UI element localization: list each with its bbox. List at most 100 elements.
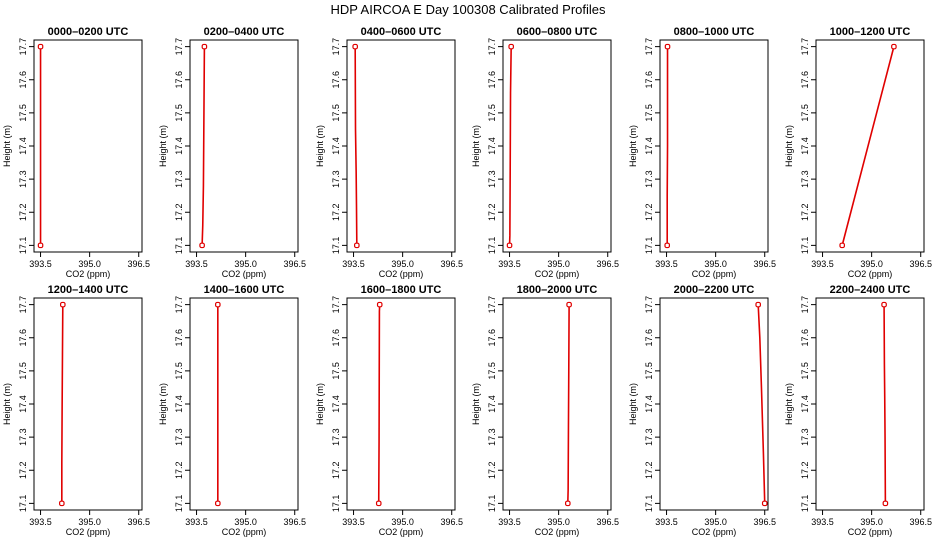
x-tick-label: 393.5 [498, 517, 521, 527]
y-tick-label: 17.5 [487, 104, 497, 122]
y-tick-label: 17.5 [487, 362, 497, 380]
y-tick-label: 17.2 [800, 203, 810, 221]
y-tick-label: 17.3 [174, 170, 184, 188]
y-tick-label: 17.5 [174, 362, 184, 380]
x-axis-label: CO2 (ppm) [222, 527, 267, 537]
profile-point-marker [377, 501, 381, 505]
figure-title: HDP AIRCOA E Day 100308 Calibrated Profi… [330, 2, 606, 17]
x-tick-label: 395.0 [391, 259, 414, 269]
profile-line [202, 47, 204, 246]
panel-6: 1200–1400 UTC 393.5 395.0 396.5 17.1 17.2 17.3… [2, 284, 150, 537]
x-tick-label: 395.0 [547, 259, 570, 269]
y-tick-label: 17.3 [18, 170, 28, 188]
x-axis-label: CO2 (ppm) [692, 527, 737, 537]
y-tick-label: 17.3 [800, 428, 810, 446]
y-tick-label: 17.6 [800, 329, 810, 347]
x-tick-label: 393.5 [342, 259, 365, 269]
x-tick-label: 395.0 [860, 259, 883, 269]
y-tick-label: 17.1 [174, 495, 184, 513]
profile-point-marker [507, 243, 511, 247]
x-tick-label: 396.5 [283, 259, 306, 269]
y-tick-label: 17.6 [487, 329, 497, 347]
y-tick-label: 17.4 [18, 137, 28, 155]
panel-2: 0400–0600 UTC 393.5 395.0 396.5 17.1 17.2 17.3… [315, 26, 463, 279]
profile-point-marker [60, 501, 64, 505]
y-tick-label: 17.7 [800, 296, 810, 314]
x-tick-label: 396.5 [440, 259, 463, 269]
x-tick-label: 393.5 [811, 259, 834, 269]
plot-frame [347, 40, 455, 252]
x-tick-label: 395.0 [234, 259, 257, 269]
y-axis-label: Height (m) [628, 125, 638, 167]
profile-point-marker [892, 44, 896, 48]
y-tick-label: 17.2 [487, 203, 497, 221]
x-axis-label: CO2 (ppm) [66, 527, 111, 537]
x-axis-label: CO2 (ppm) [535, 269, 580, 279]
y-tick-label: 17.4 [18, 395, 28, 413]
y-axis-label: Height (m) [628, 383, 638, 425]
plot-frame [190, 40, 298, 252]
panel-1: 0200–0400 UTC 393.5 395.0 396.5 17.1 17.2 17.3… [158, 26, 306, 279]
x-tick-label: 393.5 [342, 517, 365, 527]
plot-frame [347, 298, 455, 510]
profile-point-marker [61, 302, 65, 306]
y-tick-label: 17.7 [800, 38, 810, 56]
profile-point-marker [216, 501, 220, 505]
y-tick-label: 17.3 [800, 170, 810, 188]
y-tick-label: 17.5 [18, 362, 28, 380]
profile-line [568, 305, 569, 504]
y-tick-label: 17.4 [487, 395, 497, 413]
profile-point-marker [378, 302, 382, 306]
profile-point-marker [763, 501, 767, 505]
profile-point-marker [200, 243, 204, 247]
profile-point-marker [665, 44, 669, 48]
x-tick-label: 396.5 [596, 259, 619, 269]
x-axis-label: CO2 (ppm) [535, 527, 580, 537]
y-tick-label: 17.6 [18, 71, 28, 89]
y-tick-label: 17.7 [174, 296, 184, 314]
y-tick-label: 17.4 [487, 137, 497, 155]
panel-title: 0600–0800 UTC [517, 26, 598, 38]
panel-title: 1600–1800 UTC [361, 284, 442, 296]
y-tick-label: 17.1 [331, 237, 341, 255]
profile-point-marker [38, 44, 42, 48]
panel-10: 2000–2200 UTC 393.5 395.0 396.5 17.1 17.2 17.3… [628, 284, 776, 537]
x-tick-label: 393.5 [498, 259, 521, 269]
y-tick-label: 17.5 [644, 362, 654, 380]
y-tick-label: 17.5 [800, 362, 810, 380]
y-tick-label: 17.1 [800, 495, 810, 513]
profile-line [758, 305, 765, 504]
y-tick-label: 17.5 [331, 104, 341, 122]
y-tick-label: 17.4 [800, 137, 810, 155]
y-tick-label: 17.6 [18, 329, 28, 347]
x-tick-label: 396.5 [753, 259, 776, 269]
profile-point-marker [355, 243, 359, 247]
panel-0: 0000–0200 UTC 393.5 395.0 396.5 17.1 17.2 17.3… [2, 26, 150, 279]
y-tick-label: 17.4 [644, 137, 654, 155]
x-tick-label: 395.0 [391, 517, 414, 527]
y-tick-label: 17.7 [644, 296, 654, 314]
x-tick-label: 393.5 [655, 259, 678, 269]
x-tick-label: 393.5 [811, 517, 834, 527]
x-tick-label: 396.5 [127, 259, 150, 269]
y-tick-label: 17.1 [174, 237, 184, 255]
x-axis-label: CO2 (ppm) [848, 527, 893, 537]
y-tick-label: 17.6 [644, 71, 654, 89]
y-tick-label: 17.2 [18, 461, 28, 479]
y-axis-label: Height (m) [471, 125, 481, 167]
x-tick-label: 396.5 [127, 517, 150, 527]
y-tick-label: 17.7 [18, 38, 28, 56]
y-tick-label: 17.5 [800, 104, 810, 122]
y-tick-label: 17.7 [644, 38, 654, 56]
plot-frame [660, 40, 768, 252]
y-tick-label: 17.3 [331, 428, 341, 446]
x-tick-label: 395.0 [547, 517, 570, 527]
plot-frame [34, 40, 142, 252]
panel-11: 2200–2400 UTC 393.5 395.0 396.5 17.1 17.2 17.3… [784, 284, 932, 537]
y-tick-label: 17.6 [331, 329, 341, 347]
profile-line [379, 305, 380, 504]
y-tick-label: 17.2 [800, 461, 810, 479]
x-tick-label: 395.0 [704, 259, 727, 269]
profile-point-marker [567, 302, 571, 306]
